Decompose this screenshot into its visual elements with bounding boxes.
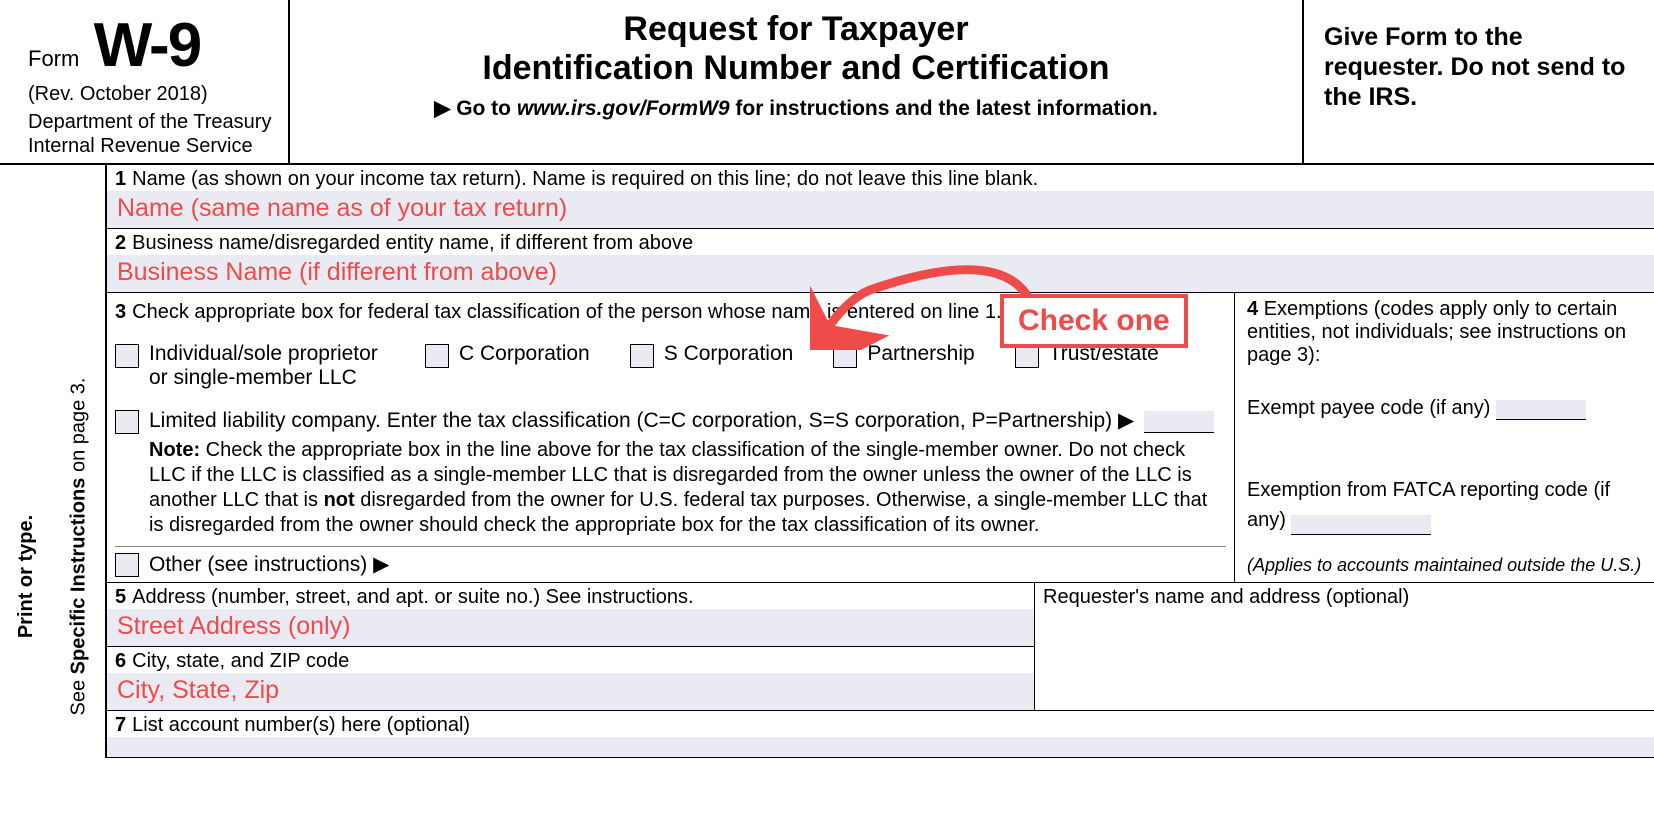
checkbox-icon[interactable]: [115, 344, 139, 368]
llc-classification-input[interactable]: [1144, 411, 1214, 433]
see-instructions-label: See Specific Instructions on page 3.: [67, 378, 90, 716]
line3-4-row: 3Check appropriate box for federal tax c…: [107, 293, 1654, 583]
form-body: Print or type. See Specific Instructions…: [0, 165, 1654, 758]
line7-account-input[interactable]: [107, 737, 1654, 757]
side-label-column: Print or type. See Specific Instructions…: [0, 165, 105, 758]
checkbox-other[interactable]: [115, 553, 139, 577]
fatca-code-input[interactable]: [1291, 515, 1431, 535]
department: Department of the Treasury Internal Reve…: [28, 110, 278, 158]
line2-business-input[interactable]: Business Name (if different from above): [107, 255, 1654, 292]
give-form-text: Give Form to the requester. Do not send …: [1304, 0, 1654, 163]
checkbox-icon[interactable]: [630, 344, 654, 368]
line1-name-input[interactable]: Name (same name as of your tax return): [107, 191, 1654, 228]
line5-6-column: 5Address (number, street, and apt. or su…: [107, 583, 1034, 710]
checkbox-icon[interactable]: [833, 344, 857, 368]
llc-label: Limited liability company. Enter the tax…: [149, 408, 1214, 433]
print-or-type-label: Print or type.: [15, 515, 38, 638]
fatca-line: Exemption from FATCA reporting code (if …: [1247, 475, 1642, 535]
annotation-check-one: Check one: [1000, 294, 1188, 348]
header-center-block: Request for Taxpayer Identification Numb…: [290, 0, 1304, 163]
header-left-block: Form W-9 (Rev. October 2018) Department …: [0, 0, 290, 163]
classification-checkboxes: Individual/sole proprietor or single-mem…: [115, 342, 1226, 390]
requester-box[interactable]: Requester's name and address (optional): [1034, 583, 1654, 710]
line6-city-input[interactable]: City, State, Zip: [107, 673, 1034, 710]
line1-label: 1Name (as shown on your income tax retur…: [107, 165, 1654, 191]
applies-note: (Applies to accounts maintained outside …: [1247, 555, 1642, 576]
form-title: Request for Taxpayer Identification Numb…: [310, 10, 1282, 88]
form-header: Form W-9 (Rev. October 2018) Department …: [0, 0, 1654, 165]
line1-block: 1Name (as shown on your income tax retur…: [107, 165, 1654, 229]
line4-label: 4 Exemptions (codes apply only to certai…: [1247, 298, 1642, 367]
checkbox-ccorp[interactable]: C Corporation: [425, 342, 590, 368]
line7-label: 7List account number(s) here (optional): [107, 711, 1654, 737]
line5-label: 5Address (number, street, and apt. or su…: [107, 583, 1034, 609]
line5-block: 5Address (number, street, and apt. or su…: [107, 583, 1034, 647]
checkbox-icon[interactable]: [425, 344, 449, 368]
checkbox-individual[interactable]: Individual/sole proprietor or single-mem…: [115, 342, 385, 390]
line6-block: 6City, state, and ZIP code City, State, …: [107, 647, 1034, 710]
fields-column: 1Name (as shown on your income tax retur…: [105, 165, 1654, 758]
line3-note: Note: Check the appropriate box in the l…: [115, 438, 1226, 538]
line5-address-input[interactable]: Street Address (only): [107, 609, 1034, 646]
checkbox-scorp[interactable]: S Corporation: [630, 342, 794, 368]
revision-date: (Rev. October 2018): [28, 83, 278, 106]
other-label: Other (see instructions) ▶: [149, 552, 389, 577]
goto-line: ▶ Go to www.irs.gov/FormW9 for instructi…: [310, 96, 1282, 121]
line5-requester-row: 5Address (number, street, and apt. or su…: [107, 583, 1654, 711]
line7-block: 7List account number(s) here (optional): [107, 711, 1654, 758]
form-number: W-9: [94, 11, 200, 80]
checkbox-other-row: Other (see instructions) ▶: [115, 546, 1226, 577]
line4-exemptions-box: 4 Exemptions (codes apply only to certai…: [1234, 293, 1654, 582]
checkbox-llc-row: Limited liability company. Enter the tax…: [115, 408, 1226, 434]
line6-label: 6City, state, and ZIP code: [107, 647, 1034, 673]
exempt-payee-line: Exempt payee code (if any): [1247, 397, 1642, 420]
exempt-payee-input[interactable]: [1496, 400, 1586, 420]
line2-block: 2Business name/disregarded entity name, …: [107, 229, 1654, 293]
checkbox-llc[interactable]: [115, 410, 139, 434]
checkbox-partnership[interactable]: Partnership: [833, 342, 974, 368]
w9-form: Form W-9 (Rev. October 2018) Department …: [0, 0, 1654, 758]
line2-label: 2Business name/disregarded entity name, …: [107, 229, 1654, 255]
form-word: Form: [28, 46, 79, 71]
